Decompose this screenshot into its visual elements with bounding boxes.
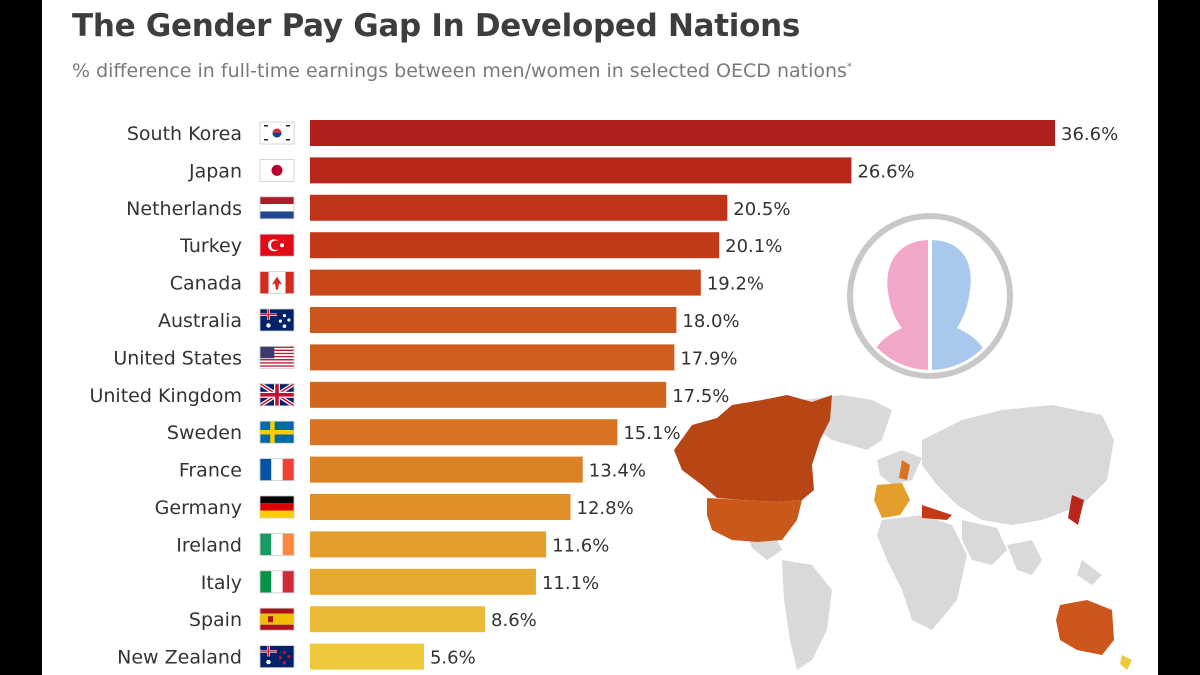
flags [258, 121, 296, 668]
value-labels: 36.6% 26.6% 20.5% 20.1% 19.2% 18.0% 17.9% 17.5%… [430, 124, 1118, 669]
value-label: 17.5% [672, 386, 729, 407]
canada-flag-icon [259, 271, 295, 295]
value-label: 17.9% [680, 348, 737, 369]
bar-italy [310, 568, 536, 595]
category-label: Spain [189, 609, 242, 631]
value-label: 20.1% [725, 236, 782, 257]
united-kingdom-flag-icon [258, 382, 296, 408]
value-label: 15.1% [623, 423, 680, 444]
germany-flag-icon [259, 495, 295, 519]
value-label: 11.6% [552, 535, 609, 556]
bar-sweden [310, 419, 618, 446]
category-label: Ireland [176, 534, 242, 556]
value-label: 5.6% [430, 648, 476, 669]
subtitle-footnote-mark: * [846, 61, 852, 73]
ireland-flag-icon [259, 533, 295, 556]
australia-flag-icon [259, 308, 295, 332]
bar-netherlands [310, 194, 728, 221]
netherlands-flag-icon [259, 196, 295, 220]
map-new-zealand [1120, 655, 1132, 670]
value-label: 11.1% [542, 573, 599, 594]
category-label: United Kingdom [89, 385, 242, 407]
world-map [674, 395, 1132, 670]
map-turkey [922, 505, 952, 520]
category-label: Netherlands [126, 198, 242, 220]
map-canada [674, 395, 832, 502]
value-label: 18.0% [682, 311, 739, 332]
value-label: 12.8% [577, 498, 634, 519]
value-label: 13.4% [589, 461, 646, 482]
subtitle-text: % difference in full-time earnings betwe… [72, 60, 847, 82]
turkey-flag-icon [259, 233, 295, 257]
map-united-states [707, 498, 802, 542]
category-label: Sweden [167, 422, 242, 444]
bar-turkey [310, 232, 720, 259]
gender-split-head-icon [847, 213, 1013, 379]
value-label: 20.5% [733, 199, 790, 220]
bar-france [310, 456, 583, 483]
italy-flag-icon [259, 570, 295, 594]
map-australia [1056, 600, 1114, 655]
bar-ireland [310, 531, 547, 558]
japan-flag-icon [259, 158, 295, 182]
category-label: Canada [170, 273, 242, 295]
category-label: France [179, 460, 242, 482]
bar-south-korea [310, 120, 1055, 146]
category-label: Turkey [179, 235, 242, 257]
category-label: Italy [201, 572, 242, 594]
map-japan [1068, 495, 1084, 525]
spain-flag-icon [259, 607, 295, 631]
category-label: United States [113, 347, 242, 369]
bar-germany [310, 494, 571, 520]
bar-new-zealand [310, 643, 424, 670]
category-label: Australia [158, 310, 242, 332]
category-label: South Korea [127, 123, 242, 145]
united-states-flag-icon [259, 345, 295, 369]
bar-japan [310, 157, 852, 184]
map-sweden [899, 460, 910, 480]
bar-spain [310, 606, 486, 633]
france-flag-icon [259, 458, 295, 482]
new-zealand-flag-icon [259, 645, 295, 668]
category-label: Japan [188, 160, 242, 182]
category-label: Germany [155, 497, 242, 519]
bar-chart: South Korea Japan Netherlands Turkey Canada A… [89, 120, 1132, 670]
bar-united-kingdom [310, 381, 667, 408]
bar-canada [310, 269, 701, 296]
value-label: 36.6% [1061, 124, 1118, 145]
chart-subtitle: % difference in full-time earnings betwe… [72, 60, 852, 82]
south-korea-flag-icon [259, 121, 295, 145]
bar-united-states [310, 344, 675, 371]
value-label: 19.2% [707, 274, 764, 295]
chart-title: The Gender Pay Gap In Developed Nations [72, 8, 801, 44]
bars [310, 120, 1055, 670]
bar-australia [310, 307, 677, 333]
category-label: New Zealand [117, 647, 242, 669]
map-europe-highlight [874, 483, 910, 518]
sweden-flag-icon [259, 420, 295, 444]
category-labels: South Korea Japan Netherlands Turkey Canada A… [89, 123, 242, 669]
value-label: 26.6% [857, 161, 914, 182]
value-label: 8.6% [491, 610, 537, 631]
infographic-card: The Gender Pay Gap In Developed Nations … [42, 0, 1158, 675]
